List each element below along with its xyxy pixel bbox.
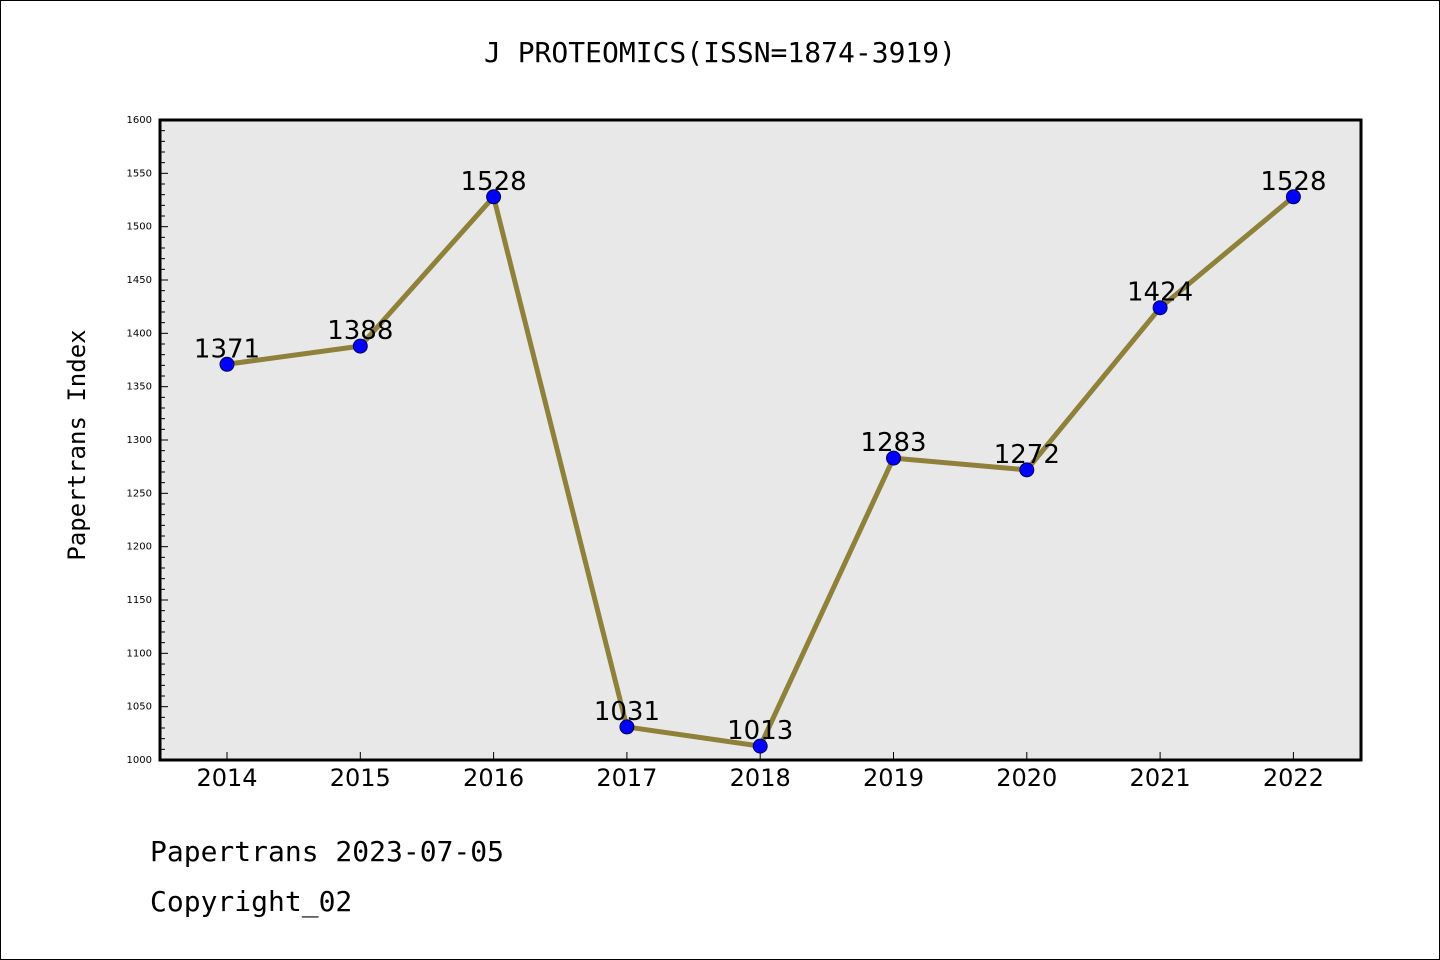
data-label: 1013	[727, 716, 793, 746]
y-tick-label: 1050	[127, 702, 152, 713]
y-tick-label: 1350	[127, 382, 152, 393]
x-tick-label: 2015	[330, 764, 391, 792]
data-label: 1388	[327, 316, 393, 346]
data-label: 1424	[1127, 278, 1193, 308]
data-label: 1371	[194, 334, 260, 364]
data-point-marker	[1285, 189, 1301, 205]
y-tick-label: 1400	[127, 328, 152, 339]
x-tick-label: 2019	[863, 764, 924, 792]
y-tick-label: 1450	[127, 275, 152, 286]
data-point-marker	[219, 356, 235, 372]
plot-area	[158, 118, 1363, 762]
x-tick-label: 2017	[596, 764, 657, 792]
y-tick-label: 1250	[127, 488, 152, 499]
data-label: 1283	[860, 428, 926, 458]
y-axis-label: Papertrans Index	[63, 329, 91, 560]
x-tick-label: 2014	[196, 764, 257, 792]
x-tick-label: 2020	[996, 764, 1057, 792]
data-label: 1031	[594, 697, 660, 727]
y-tick-label: 1500	[127, 222, 152, 233]
chart-title: J PROTEOMICS(ISSN=1874-3919)	[483, 36, 956, 69]
y-tick-label: 1200	[127, 542, 152, 553]
y-tick-label: 1300	[127, 435, 152, 446]
data-point-marker	[752, 738, 768, 754]
y-tick-label: 1550	[127, 168, 152, 179]
footer-date-text: Papertrans 2023-07-05	[150, 835, 505, 868]
y-tick-label: 1150	[127, 595, 152, 606]
x-tick-label: 2018	[730, 764, 791, 792]
data-point-marker	[486, 189, 502, 205]
data-label: 1528	[461, 167, 527, 197]
data-point-marker	[352, 338, 368, 354]
data-label: 1272	[994, 440, 1060, 470]
x-tick-label: 2016	[463, 764, 524, 792]
data-point-marker	[1152, 300, 1168, 316]
y-tick-label: 1600	[127, 115, 152, 126]
x-tick-label: 2021	[1130, 764, 1191, 792]
data-point-marker	[886, 450, 901, 466]
y-tick-label: 1000	[127, 755, 152, 766]
data-label: 1528	[1260, 167, 1326, 197]
y-tick-label: 1100	[127, 648, 152, 659]
data-point-marker	[1019, 462, 1035, 478]
data-point-marker	[619, 719, 635, 735]
x-tick-label: 2022	[1263, 764, 1324, 792]
footer-copyright-text: Copyright_02	[150, 885, 353, 918]
